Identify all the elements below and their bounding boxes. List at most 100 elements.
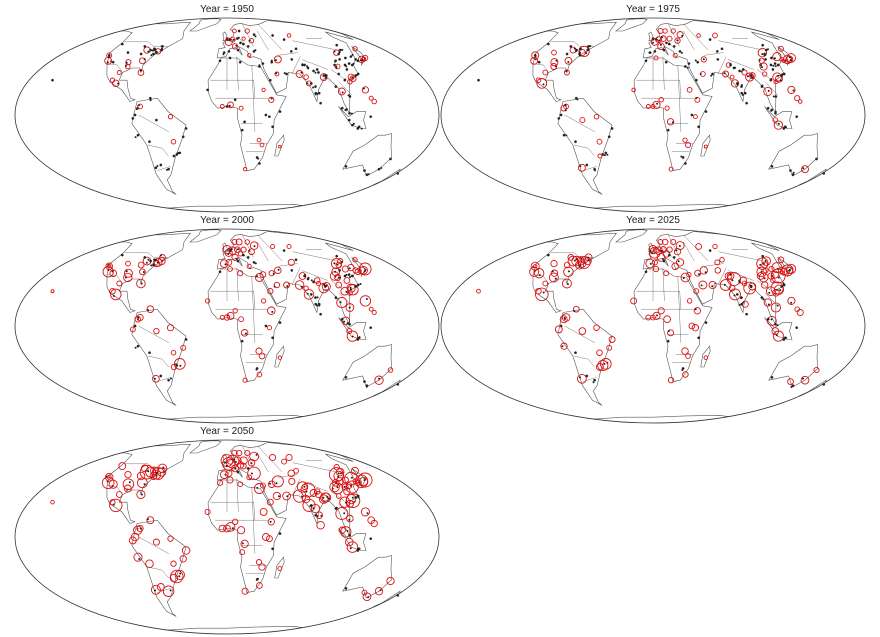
city-marker [286,243,292,250]
city-marker [363,380,366,383]
landmass-africa [207,57,287,171]
city-marker [676,39,679,42]
city-marker [389,157,392,161]
city-marker [136,133,140,137]
city-marker [106,474,112,480]
city-marker [756,257,769,270]
city-marker [694,96,701,103]
city-marker [550,259,558,268]
city-marker [691,324,700,332]
city-marker [573,310,576,312]
city-marker [334,63,341,70]
city-marker [261,533,270,541]
city-marker [813,366,820,374]
city-marker [748,72,756,79]
city-marker [766,317,770,321]
city-marker [226,476,234,484]
landmass-madagascar [700,134,711,157]
city-marker [177,151,180,154]
city-marker [671,262,679,271]
city-marker [741,68,745,71]
landmass-africa [207,479,287,593]
country-border [291,478,301,497]
city-marker [345,482,353,489]
landmass-new-zealand [373,379,401,397]
city-marker [337,87,346,96]
city-marker [352,62,355,65]
city-marker [782,72,786,76]
city-marker [166,324,175,332]
city-marker [142,271,145,273]
city-marker [260,298,267,304]
city-marker [561,345,564,348]
city-marker [341,265,349,273]
city-marker [564,318,566,320]
city-marker [133,113,137,117]
city-marker [648,247,661,259]
city-marker [699,72,702,75]
city-marker [252,33,256,36]
city-marker [282,249,286,252]
city-marker [159,254,166,261]
city-marker [345,501,347,504]
country-border [756,280,771,290]
city-marker [228,246,237,255]
city-marker [335,65,338,68]
country-border [532,63,549,73]
landmass-indonesia [338,317,367,340]
city-marker [155,471,158,474]
city-marker [277,268,280,271]
landmass-uk [222,242,229,253]
landmass-greenland [189,229,222,243]
city-marker [301,495,303,498]
country-border [138,114,169,132]
city-marker [170,349,177,356]
city-marker [358,476,369,486]
city-marker [258,162,261,165]
city-marker [535,77,542,83]
city-marker [237,526,246,535]
city-marker [559,113,563,117]
city-marker [776,324,779,327]
country-border [668,23,680,47]
city-marker [179,364,182,367]
city-marker [136,344,140,348]
country-border [236,478,239,512]
globe-outline [14,228,440,424]
city-marker [165,168,168,171]
city-marker [579,165,582,168]
city-marker [236,259,240,263]
city-marker [246,256,250,259]
city-marker [743,91,746,94]
city-marker [271,475,284,488]
landmass-north-america [532,232,618,313]
city-marker [271,34,274,37]
city-marker [269,453,277,462]
city-marker [235,238,243,246]
city-marker [357,496,360,499]
city-marker [268,78,272,82]
city-marker [136,471,146,481]
city-marker [277,566,283,572]
city-marker [530,261,540,271]
city-marker [696,60,700,64]
city-marker [649,262,652,265]
city-marker [110,288,122,301]
city-marker [597,153,603,159]
city-marker [341,316,351,326]
city-marker [607,135,611,139]
country-border [257,23,283,51]
city-marker [125,260,131,267]
city-marker [137,261,145,269]
city-marker [238,316,245,323]
city-marker [356,549,360,552]
city-marker [250,472,253,475]
city-marker [684,162,687,165]
city-marker [563,103,569,110]
city-marker [666,339,670,343]
city-marker [670,238,677,246]
city-marker [341,91,344,94]
city-marker [531,51,540,60]
city-marker [694,308,697,311]
city-marker [223,524,231,533]
